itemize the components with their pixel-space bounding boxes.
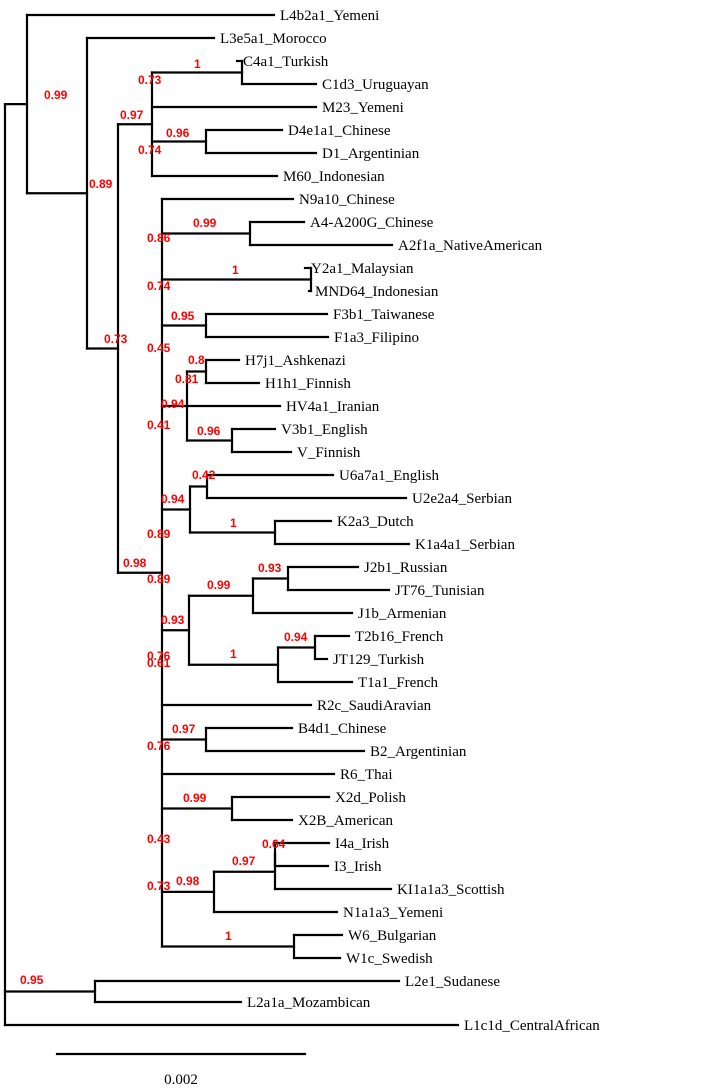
support-value: 0.8 — [188, 353, 205, 367]
leaf-label: N1a1a3_Yemeni — [343, 905, 443, 921]
support-value: 0.93 — [161, 613, 185, 627]
leaf-label: R6_Thai — [340, 767, 393, 783]
leaf-label: W1c_Swedish — [346, 951, 433, 967]
support-value: 0.76 — [147, 649, 171, 663]
support-value: 0.99 — [193, 216, 217, 230]
support-value: 0.95 — [20, 973, 44, 987]
support-value: 1 — [230, 647, 237, 661]
leaf-label: F3b1_Taiwanese — [333, 307, 435, 323]
support-value: 0.97 — [172, 722, 196, 736]
support-value: 0.99 — [207, 578, 231, 592]
support-value: 0.95 — [171, 309, 195, 323]
leaf-label: V3b1_English — [281, 422, 368, 438]
leaf-label: A4-A200G_Chinese — [310, 215, 434, 231]
support-value: 1 — [232, 263, 239, 277]
leaf-label: H1h1_Finnish — [265, 376, 351, 392]
support-value: 0.98 — [176, 874, 200, 888]
support-value: 0.89 — [147, 527, 171, 541]
support-value: 0.94 — [284, 630, 308, 644]
leaf-label: M23_Yemeni — [322, 100, 404, 116]
support-value: 0.97 — [120, 108, 144, 122]
support-value: 0.97 — [232, 854, 256, 868]
support-value: 0.76 — [147, 739, 171, 753]
support-value: 0.96 — [166, 126, 190, 140]
support-value: 0.94 — [161, 397, 185, 411]
leaf-label: N9a10_Chinese — [299, 192, 395, 208]
leaf-label: T2b16_French — [355, 629, 444, 645]
support-value: 0.73 — [147, 879, 171, 893]
leaf-label: L2e1_Sudanese — [405, 974, 500, 990]
leaf-label: JT129_Turkish — [333, 652, 425, 668]
support-value: 0.42 — [192, 468, 216, 482]
leaf-label: H7j1_Ashkenazi — [245, 353, 346, 369]
leaf-label: D1_Argentinian — [322, 146, 420, 162]
support-value: 0.74 — [147, 279, 171, 293]
leaf-label: U2e2a4_Serbian — [412, 491, 512, 507]
leaf-label: X2d_Polish — [335, 790, 406, 806]
support-value: 0.93 — [258, 561, 282, 575]
leaf-label: JT76_Tunisian — [395, 583, 485, 599]
support-value: 0.73 — [104, 332, 128, 346]
leaf-label: R2c_SaudiAravian — [317, 698, 432, 714]
support-value: 0.64 — [262, 837, 286, 851]
support-value: 0.81 — [175, 372, 199, 386]
support-value: 0.98 — [123, 556, 147, 570]
leaf-label: C4a1_Turkish — [243, 54, 329, 70]
support-value: 0.96 — [197, 424, 221, 438]
leaf-label: I3_Irish — [334, 859, 382, 875]
support-value: 1 — [225, 929, 232, 943]
leaf-label: I4a_Irish — [335, 836, 390, 852]
leaf-label: M60_Indonesian — [283, 169, 385, 185]
leaf-label: J1b_Armenian — [358, 606, 447, 622]
support-value: 0.45 — [147, 341, 171, 355]
leaf-label: A2f1a_NativeAmerican — [398, 238, 543, 254]
leaf-label: U6a7a1_English — [339, 468, 439, 484]
support-value: 0.89 — [147, 572, 171, 586]
support-value: 0.43 — [147, 832, 171, 846]
leaf-label: KI1a1a3_Scottish — [397, 882, 505, 898]
leaf-label: L2a1a_Mozambican — [247, 995, 371, 1011]
leaf-label: L1c1d_CentralAfrican — [464, 1018, 600, 1034]
support-value: 0.61 — [147, 656, 171, 670]
leaf-label: L3e5a1_Morocco — [220, 31, 327, 47]
leaf-label: W6_Bulgarian — [348, 928, 437, 944]
leaf-label: F1a3_Filipino — [334, 330, 419, 346]
support-value: 0.99 — [44, 88, 68, 102]
support-value: 0.73 — [138, 73, 162, 87]
leaf-label: K2a3_Dutch — [337, 514, 414, 530]
support-value: 0.74 — [138, 143, 162, 157]
support-value: 0.99 — [183, 791, 207, 805]
leaf-label: HV4a1_Iranian — [286, 399, 380, 415]
leaf-label: T1a1_French — [358, 675, 438, 691]
leaf-label: V_Finnish — [297, 445, 361, 461]
leaf-label: L4b2a1_Yemeni — [280, 8, 379, 24]
support-value: 0.89 — [89, 177, 113, 191]
support-value: 0.94 — [161, 492, 185, 506]
support-value: 1 — [194, 57, 201, 71]
leaf-label: D4e1a1_Chinese — [288, 123, 391, 139]
leaf-label: Y2a1_Malaysian — [311, 261, 414, 277]
leaf-label: B2_Argentinian — [370, 744, 467, 760]
leaf-label: B4d1_Chinese — [298, 721, 387, 737]
support-value: 0.41 — [147, 418, 171, 432]
support-value: 1 — [230, 516, 237, 530]
leaf-label: X2B_American — [298, 813, 393, 829]
support-value: 0.86 — [147, 231, 171, 245]
leaf-label: C1d3_Uruguayan — [322, 77, 429, 93]
leaf-label: K1a4a1_Serbian — [415, 537, 515, 553]
scale-bar-label: 0.002 — [164, 1072, 198, 1088]
leaf-label: MND64_Indonesian — [315, 284, 439, 300]
leaf-label: J2b1_Russian — [364, 560, 448, 576]
